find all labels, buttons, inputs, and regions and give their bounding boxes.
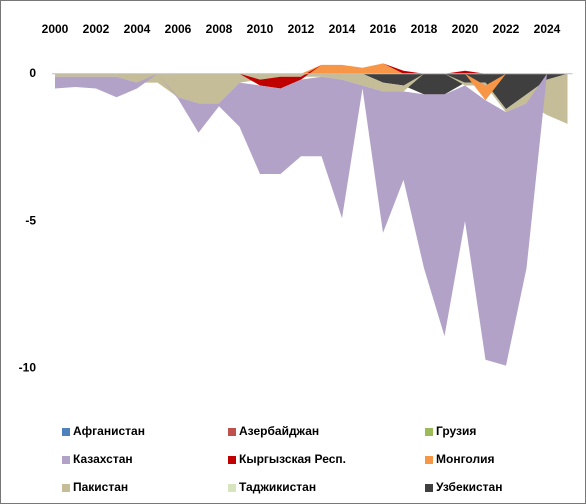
legend-swatch — [62, 428, 70, 436]
x-tick-label: 2012 — [288, 22, 315, 36]
x-tick-label: 2022 — [493, 22, 520, 36]
legend-label: Кыргызская Респ. — [239, 452, 346, 466]
x-tick-label: 2016 — [370, 22, 397, 36]
legend-swatch — [425, 428, 433, 436]
y-tick-label: 0 — [29, 66, 36, 80]
legend-label: Грузия — [436, 424, 476, 438]
x-tick-label: 2020 — [452, 22, 479, 36]
legend-swatch — [228, 484, 236, 492]
x-tick-label: 2008 — [206, 22, 233, 36]
legend-label: Монголия — [436, 452, 494, 466]
legend-swatch — [228, 456, 236, 464]
legend-label: Азербайджан — [239, 424, 319, 438]
legend-label: Афганистан — [73, 424, 145, 438]
area — [55, 73, 568, 110]
y-tick-label: -5 — [25, 213, 36, 227]
legend-swatch — [62, 456, 70, 464]
y-tick-label: -10 — [19, 361, 37, 375]
x-tick-label: 2024 — [534, 22, 561, 36]
legend-label: Пакистан — [73, 480, 128, 494]
area — [55, 63, 568, 101]
legend-swatch — [425, 484, 433, 492]
legend-label: Таджикистан — [239, 480, 316, 494]
legend-label: Казахстан — [73, 452, 133, 466]
area — [55, 73, 568, 366]
legend-swatch — [228, 428, 236, 436]
x-tick-label: 2000 — [42, 22, 69, 36]
x-tick-label: 2014 — [329, 22, 356, 36]
x-tick-label: 2006 — [165, 22, 192, 36]
legend-swatch — [62, 484, 70, 492]
legend-label: Узбекистан — [436, 480, 502, 494]
x-tick-label: 2004 — [124, 22, 151, 36]
legend: Афганистан Азербайджан Грузия Казахстан Кырг… — [62, 424, 502, 494]
x-tick-label: 2010 — [247, 22, 274, 36]
x-tick-label: 2002 — [83, 22, 110, 36]
area — [55, 73, 568, 124]
legend-swatch — [425, 456, 433, 464]
x-tick-label: 2018 — [411, 22, 438, 36]
